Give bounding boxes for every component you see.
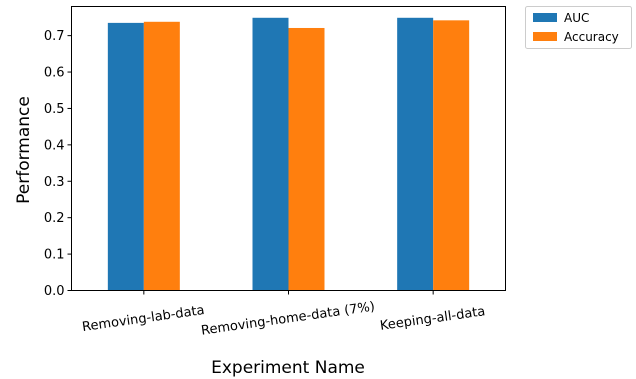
- y-tick-label: 0.0: [44, 284, 65, 299]
- bar-auc-0: [107, 22, 144, 291]
- x-axis-title: Experiment Name: [211, 358, 365, 378]
- bar-accuracy-1: [288, 27, 325, 291]
- y-tick-label: 0.6: [44, 66, 65, 81]
- legend-label-auc: AUC: [564, 11, 589, 25]
- y-axis: 0.0 0.1 0.2 0.3 0.4 0.5 0.6 0.7: [44, 29, 72, 299]
- legend-swatch-accuracy: [533, 32, 557, 41]
- x-tick-label: Removing-home-data (7%): [200, 299, 376, 338]
- bar-accuracy-0: [143, 21, 180, 291]
- bar-accuracy-2: [433, 20, 470, 291]
- bar-auc-1: [252, 17, 289, 291]
- y-tick-label: 0.4: [44, 138, 65, 153]
- bar-auc-2: [397, 17, 434, 291]
- y-tick-label: 0.3: [44, 175, 65, 190]
- y-tick-label: 0.1: [44, 248, 65, 263]
- legend-label-accuracy: Accuracy: [564, 30, 619, 44]
- bars-group: [107, 17, 470, 291]
- legend: AUC Accuracy: [525, 6, 632, 49]
- y-tick-label: 0.2: [44, 211, 65, 226]
- legend-swatch-auc: [533, 13, 557, 22]
- x-tick-label: Keeping-all-data: [379, 304, 486, 334]
- y-tick-label: 0.5: [44, 102, 65, 117]
- y-axis-title: Performance: [14, 96, 34, 204]
- plot-frame: [71, 6, 506, 291]
- x-tick-label: Removing-lab-data: [81, 303, 205, 335]
- y-tick-label: 0.7: [44, 29, 65, 44]
